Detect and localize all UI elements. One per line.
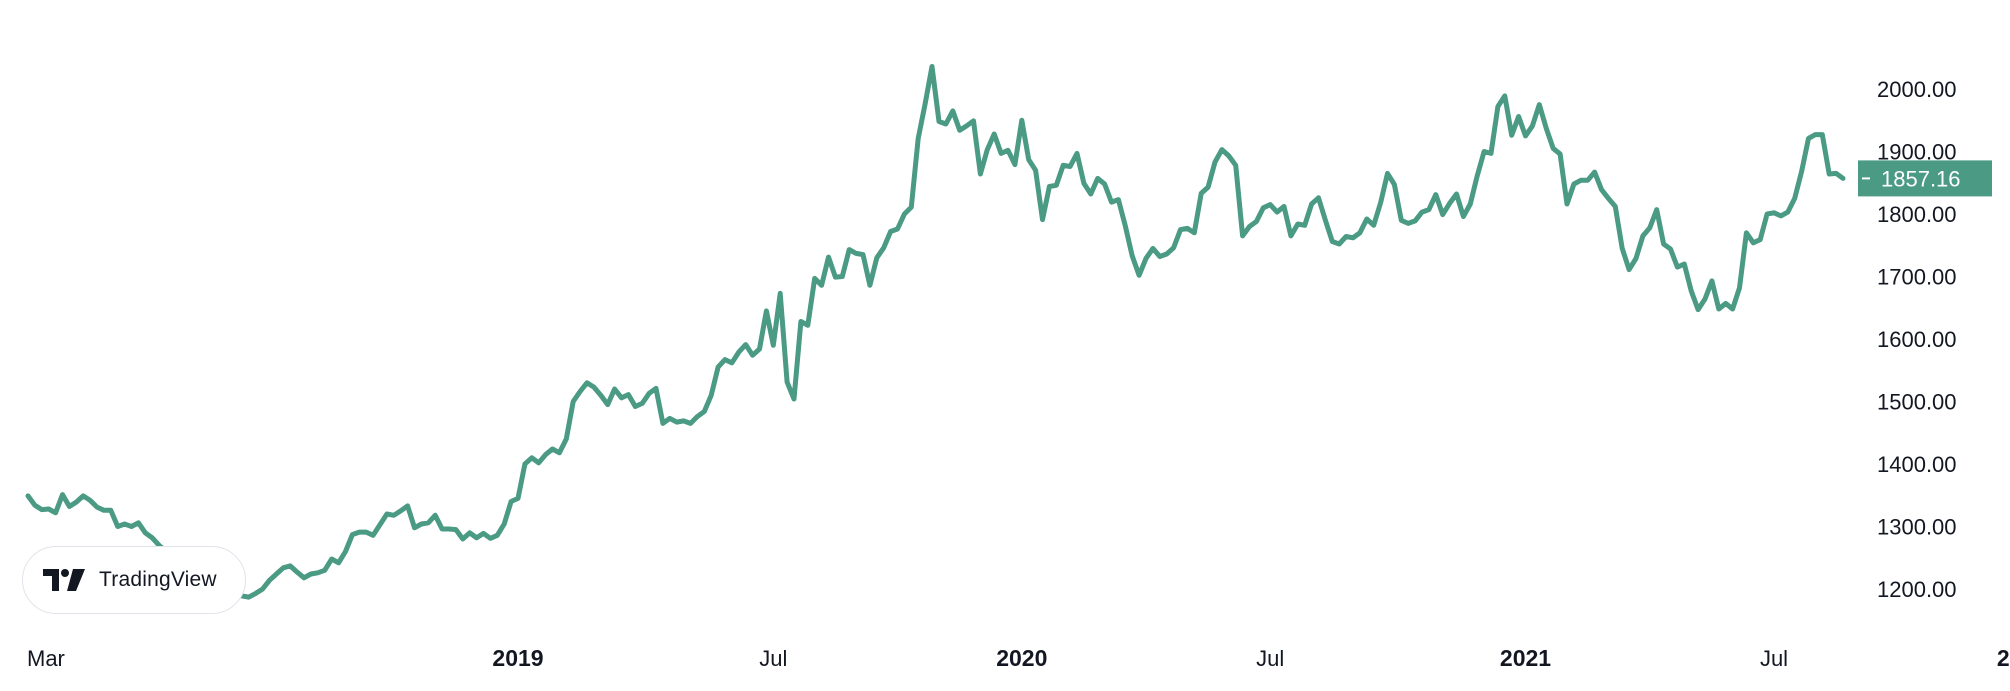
x-tick-label: 2020 bbox=[996, 645, 1047, 671]
tradingview-brand-name: TradingView bbox=[99, 568, 217, 591]
y-tick-label: 1500.00 bbox=[1877, 390, 1957, 415]
tradingview-logo[interactable]: TradingView bbox=[22, 546, 246, 614]
y-tick-label: 1900.00 bbox=[1877, 140, 1957, 165]
y-tick-label: 1200.00 bbox=[1877, 577, 1957, 602]
last-price-badge bbox=[1858, 160, 1992, 197]
last-price-label: 1857.16 bbox=[1881, 166, 1961, 191]
x-tick-label: 2021 bbox=[1500, 645, 1551, 671]
y-tick-label: 1400.00 bbox=[1877, 452, 1957, 477]
y-tick-label: 1600.00 bbox=[1877, 327, 1957, 352]
x-tick-label: 2022 bbox=[1997, 645, 2010, 671]
y-tick-label: 1300.00 bbox=[1877, 515, 1957, 540]
x-tick-label: Jul bbox=[1256, 646, 1284, 671]
x-tick-label: 2019 bbox=[492, 645, 543, 671]
price-series-line bbox=[25, 64, 1846, 600]
y-tick-label: 2000.00 bbox=[1877, 77, 1957, 102]
x-tick-label: Jul bbox=[1760, 646, 1788, 671]
tradingview-mark-icon bbox=[43, 569, 85, 591]
y-tick-label: 1800.00 bbox=[1877, 202, 1957, 227]
x-tick-label: Jul bbox=[759, 646, 787, 671]
y-tick-label: 1700.00 bbox=[1877, 265, 1957, 290]
x-tick-label: Mar bbox=[27, 646, 65, 671]
